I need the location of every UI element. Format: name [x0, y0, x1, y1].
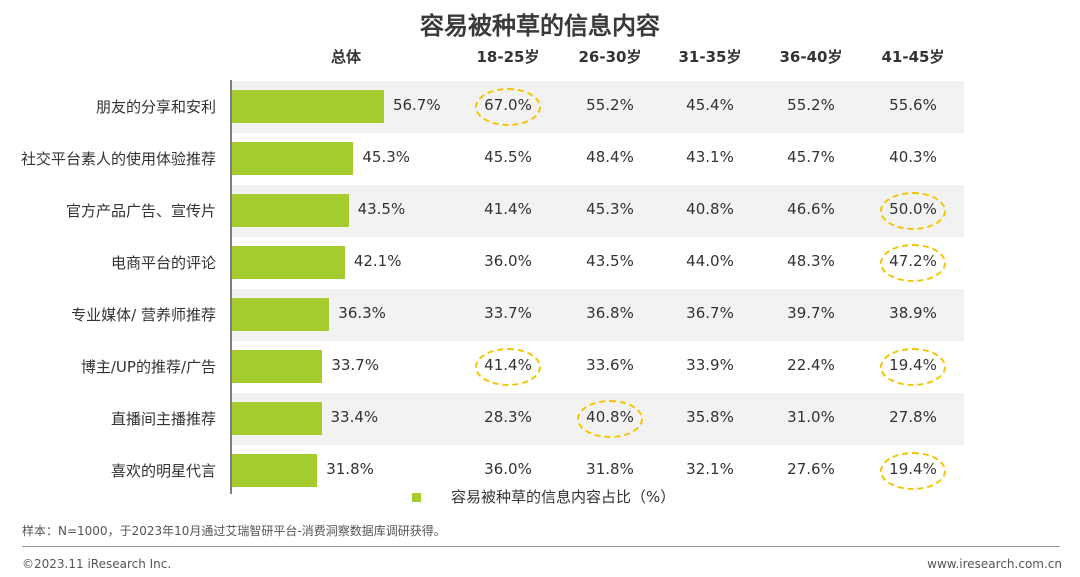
- total-bar: [232, 350, 323, 383]
- row-band: [232, 289, 964, 341]
- row-label: 喜欢的明星代言: [110, 462, 216, 480]
- age-group-value: 31.8%: [586, 460, 634, 478]
- row-label: 社交平台素人的使用体验推荐: [20, 150, 216, 168]
- age-group-value: 36.0%: [484, 252, 532, 270]
- age-group-value: 43.1%: [686, 148, 734, 166]
- row-label: 官方产品广告、宣传片: [65, 202, 216, 220]
- legend-label: 容易被种草的信息内容占比（%）: [451, 488, 676, 506]
- column-header: 31-35岁: [678, 48, 742, 66]
- sample-note: 样本：N=1000，于2023年10月通过艾瑞智研平台-消费洞察数据库调研获得。: [22, 524, 446, 538]
- total-bar: [232, 402, 322, 435]
- total-bar: [232, 142, 354, 175]
- age-group-value: 41.4%: [484, 200, 532, 218]
- age-group-value: 33.9%: [686, 356, 734, 374]
- age-group-value: 36.0%: [484, 460, 532, 478]
- column-header: 总体: [330, 48, 361, 66]
- row-label: 直播间主播推荐: [110, 410, 216, 428]
- age-group-value: 28.3%: [484, 408, 532, 426]
- chart-title: 容易被种草的信息内容: [420, 12, 660, 40]
- age-group-value: 27.8%: [889, 408, 937, 426]
- age-group-value: 55.2%: [787, 96, 835, 114]
- age-group-value: 45.5%: [484, 148, 532, 166]
- highlight-circle: [475, 88, 541, 126]
- website-url: www.iresearch.com.cn: [927, 557, 1062, 571]
- highlight-circle: [880, 452, 946, 490]
- row-label: 专业媒体/ 营养师推荐: [71, 306, 216, 324]
- age-group-value: 39.7%: [787, 304, 835, 322]
- total-bar-value: 33.7%: [331, 356, 379, 374]
- total-bar-value: 43.5%: [357, 200, 406, 218]
- age-group-value: 44.0%: [686, 252, 734, 270]
- column-header: 18-25岁: [476, 48, 540, 66]
- total-bar: [232, 194, 349, 227]
- age-group-value: 48.3%: [787, 252, 835, 270]
- age-group-value: 55.2%: [586, 96, 634, 114]
- age-group-value: 45.7%: [787, 148, 835, 166]
- total-bar: [232, 298, 330, 331]
- total-bar: [232, 90, 384, 123]
- copyright-text: ©2023.11 iResearch Inc.: [22, 557, 172, 571]
- age-group-value: 31.0%: [787, 408, 835, 426]
- age-group-value: 40.8%: [686, 200, 734, 218]
- age-group-value: 33.7%: [484, 304, 532, 322]
- age-group-value: 45.3%: [586, 200, 634, 218]
- age-group-value: 40.3%: [889, 148, 937, 166]
- column-header: 26-30岁: [578, 48, 642, 66]
- highlight-circle: [880, 192, 946, 230]
- age-group-value: 43.5%: [586, 252, 634, 270]
- total-bar-value: 33.4%: [330, 408, 379, 426]
- age-group-value: 55.6%: [889, 96, 937, 114]
- bar-axis-line: [230, 80, 232, 494]
- total-bar-value: 31.8%: [326, 460, 374, 478]
- age-group-value: 36.8%: [586, 304, 634, 322]
- age-group-value: 32.1%: [686, 460, 734, 478]
- row-label: 电商平台的评论: [110, 254, 216, 272]
- legend: 容易被种草的信息内容占比（%）: [412, 486, 675, 507]
- legend-swatch: [412, 493, 421, 502]
- total-bar-value: 36.3%: [338, 304, 386, 322]
- age-group-value: 38.9%: [889, 304, 937, 322]
- highlight-circle: [577, 400, 643, 438]
- age-group-value: 22.4%: [787, 356, 835, 374]
- row-label: 朋友的分享和安利: [95, 98, 216, 116]
- row-band: [232, 185, 964, 237]
- row-label: 博主/UP的推荐/广告: [80, 358, 216, 376]
- highlight-circle: [475, 348, 541, 386]
- total-bar-value: 56.7%: [392, 96, 441, 114]
- footer-divider: [22, 546, 1060, 547]
- age-group-value: 45.4%: [686, 96, 734, 114]
- column-header: 41-45岁: [881, 48, 945, 66]
- age-group-value: 35.8%: [686, 408, 734, 426]
- highlight-circle: [880, 348, 946, 386]
- column-header: 36-40岁: [779, 48, 843, 66]
- age-group-value: 48.4%: [586, 148, 634, 166]
- age-group-value: 36.7%: [686, 304, 734, 322]
- age-group-value: 27.6%: [787, 460, 835, 478]
- age-group-value: 33.6%: [586, 356, 634, 374]
- highlight-circle: [880, 244, 946, 282]
- age-group-value: 46.6%: [787, 200, 835, 218]
- total-bar: [232, 246, 345, 279]
- total-bar-value: 42.1%: [353, 252, 402, 270]
- total-bar-value: 45.3%: [362, 148, 411, 166]
- total-bar: [232, 454, 318, 487]
